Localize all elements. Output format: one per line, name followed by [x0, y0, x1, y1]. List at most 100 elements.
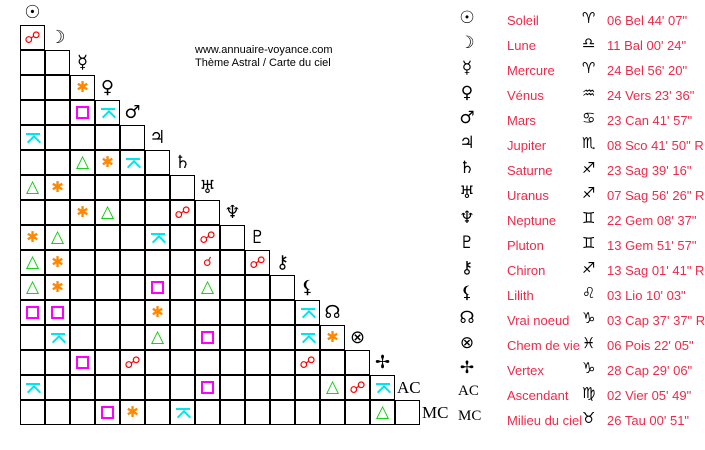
zodiac-sign-icon: ♓ — [582, 334, 596, 352]
grid-cell-lilith-jupiter — [145, 275, 170, 300]
grid-cell-lilith-mercure — [70, 275, 95, 300]
position-row-jupiter: ♃ Jupiter ♏ 08 Sco 41' 50" R — [450, 129, 705, 154]
grid-cell-chiron-soleil: △ — [20, 250, 45, 275]
body-position: 13 Sag 01' 41" R — [607, 263, 705, 278]
vertex-icon: ✢ — [459, 358, 475, 378]
trine-icon: △ — [75, 152, 90, 172]
body-position: 06 Bel 44' 07" — [607, 13, 688, 28]
grid-cell-vrai-noeud-pluton — [245, 300, 270, 325]
sextile-icon: ✱ — [126, 403, 139, 421]
grid-cell-pluton-neptune — [220, 225, 245, 250]
grid-cell-vrai-noeud-mars — [120, 300, 145, 325]
sextile-icon: ✱ — [51, 253, 64, 271]
square-icon — [51, 306, 64, 319]
quincunx-icon — [100, 107, 115, 118]
grid-cell-mars-soleil — [20, 100, 45, 125]
opposition-icon: ☍ — [174, 202, 191, 222]
zodiac-sign-icon: ♒ — [582, 84, 596, 102]
zodiac-sign-icon: ♈ — [582, 9, 596, 27]
grid-cell-venus-lune — [45, 75, 70, 100]
jupiter-icon: ♃ — [149, 127, 166, 148]
grid-cell-ascendant-neptune — [220, 375, 245, 400]
grid-cell-vertex-pluton — [245, 350, 270, 375]
zodiac-sign-icon: ♐ — [582, 184, 596, 202]
body-position: 23 Sag 39' 16" — [607, 163, 692, 178]
grid-cell-ascendant-uranus — [195, 375, 220, 400]
grid-cell-mars-mercure — [70, 100, 95, 125]
zodiac-sign-icon: ♍ — [582, 384, 596, 402]
zodiac-sign-icon: ♉ — [582, 409, 596, 427]
grid-cell-ascendant-pluton — [245, 375, 270, 400]
pluton-icon: ♇ — [459, 233, 475, 253]
sextile-icon: ✱ — [51, 178, 64, 196]
lilith-icon: ⚸ — [460, 283, 474, 303]
grid-cell-chiron-mars — [120, 250, 145, 275]
chiron-icon: ⚷ — [460, 258, 474, 278]
zodiac-sign-icon: ♎ — [582, 34, 596, 52]
saturne-icon: ♄ — [174, 152, 191, 173]
grid-cell-neptune-mars — [120, 200, 145, 225]
grid-cell-milieu-du-ciel-vertex: △ — [370, 400, 395, 425]
body-position: 02 Vier 05' 49" — [607, 388, 692, 403]
position-row-neptune: ♆ Neptune ♊ 22 Gem 08' 37" — [450, 204, 705, 229]
vertex-icon: ✢ — [374, 352, 391, 373]
uranus-icon: ♅ — [199, 177, 216, 198]
body-position: 13 Gem 51' 57" — [607, 238, 697, 253]
grid-cell-milieu-du-ciel-venus — [95, 400, 120, 425]
grid-cell-saturne-mars — [120, 150, 145, 175]
body-position: 08 Sco 41' 50" R — [607, 138, 704, 153]
chem-de-vie-icon: ⊗ — [459, 333, 475, 353]
grid-cell-vertex-chiron — [270, 350, 295, 375]
venus-icon: ♀ — [460, 83, 474, 103]
position-row-saturne: ♄ Saturne ♐ 23 Sag 39' 16" — [450, 154, 705, 179]
position-row-ascendant: AC Ascendant ♍ 02 Vier 05' 49" — [450, 379, 705, 404]
trine-icon: △ — [50, 227, 65, 247]
grid-cell-milieu-du-ciel-ascendant — [395, 400, 420, 425]
grid-cell-lilith-venus — [95, 275, 120, 300]
grid-cell-chiron-neptune — [220, 250, 245, 275]
conjunction-icon: ☌ — [203, 255, 212, 270]
grid-cell-milieu-du-ciel-chiron — [270, 400, 295, 425]
grid-cell-lilith-neptune — [220, 275, 245, 300]
grid-cell-chem-de-vie-neptune — [220, 325, 245, 350]
opposition-icon: ☍ — [124, 352, 141, 372]
body-position: 03 Lio 10' 03" — [607, 288, 686, 303]
quincunx-icon — [175, 407, 190, 418]
grid-cell-ascendant-mars — [120, 375, 145, 400]
square-icon — [26, 306, 39, 319]
grid-cell-neptune-uranus — [195, 200, 220, 225]
grid-cell-milieu-du-ciel-soleil — [20, 400, 45, 425]
grid-cell-saturne-jupiter — [145, 150, 170, 175]
body-name: Chiron — [507, 263, 546, 278]
grid-cell-vertex-lilith: ☍ — [295, 350, 320, 375]
grid-cell-vrai-noeud-chiron — [270, 300, 295, 325]
trine-icon: △ — [100, 202, 115, 222]
chart-subtitle: Thème Astral / Carte du ciel — [195, 57, 331, 69]
square-icon — [201, 381, 214, 394]
grid-cell-saturne-venus: ✱ — [95, 150, 120, 175]
quincunx-icon — [375, 382, 390, 393]
body-position: 26 Tau 00' 51" — [607, 413, 690, 428]
trine-icon: △ — [375, 402, 390, 422]
opposition-icon: ☍ — [349, 377, 366, 397]
zodiac-sign-icon: ♐ — [582, 159, 596, 177]
zodiac-sign-icon: ♑ — [582, 359, 596, 377]
grid-cell-ascendant-vrai-noeud: △ — [320, 375, 345, 400]
body-name: Uranus — [507, 188, 549, 203]
grid-cell-uranus-lune: ✱ — [45, 175, 70, 200]
grid-cell-vertex-jupiter — [145, 350, 170, 375]
grid-cell-lilith-lune: ✱ — [45, 275, 70, 300]
grid-cell-milieu-du-ciel-chem-de-vie — [345, 400, 370, 425]
neptune-icon: ♆ — [224, 202, 241, 223]
trine-icon: △ — [150, 327, 165, 347]
grid-cell-chem-de-vie-saturne — [170, 325, 195, 350]
zodiac-sign-icon: ♈ — [582, 59, 596, 77]
milieu-du-ciel-icon: MC — [422, 402, 449, 422]
chiron-icon: ⚷ — [275, 252, 290, 273]
grid-cell-jupiter-soleil — [20, 125, 45, 150]
grid-cell-pluton-soleil: ✱ — [20, 225, 45, 250]
body-name: Vrai noeud — [507, 313, 570, 328]
grid-cell-lilith-saturne — [170, 275, 195, 300]
grid-cell-neptune-mercure: ✱ — [70, 200, 95, 225]
grid-cell-ascendant-vertex — [370, 375, 395, 400]
